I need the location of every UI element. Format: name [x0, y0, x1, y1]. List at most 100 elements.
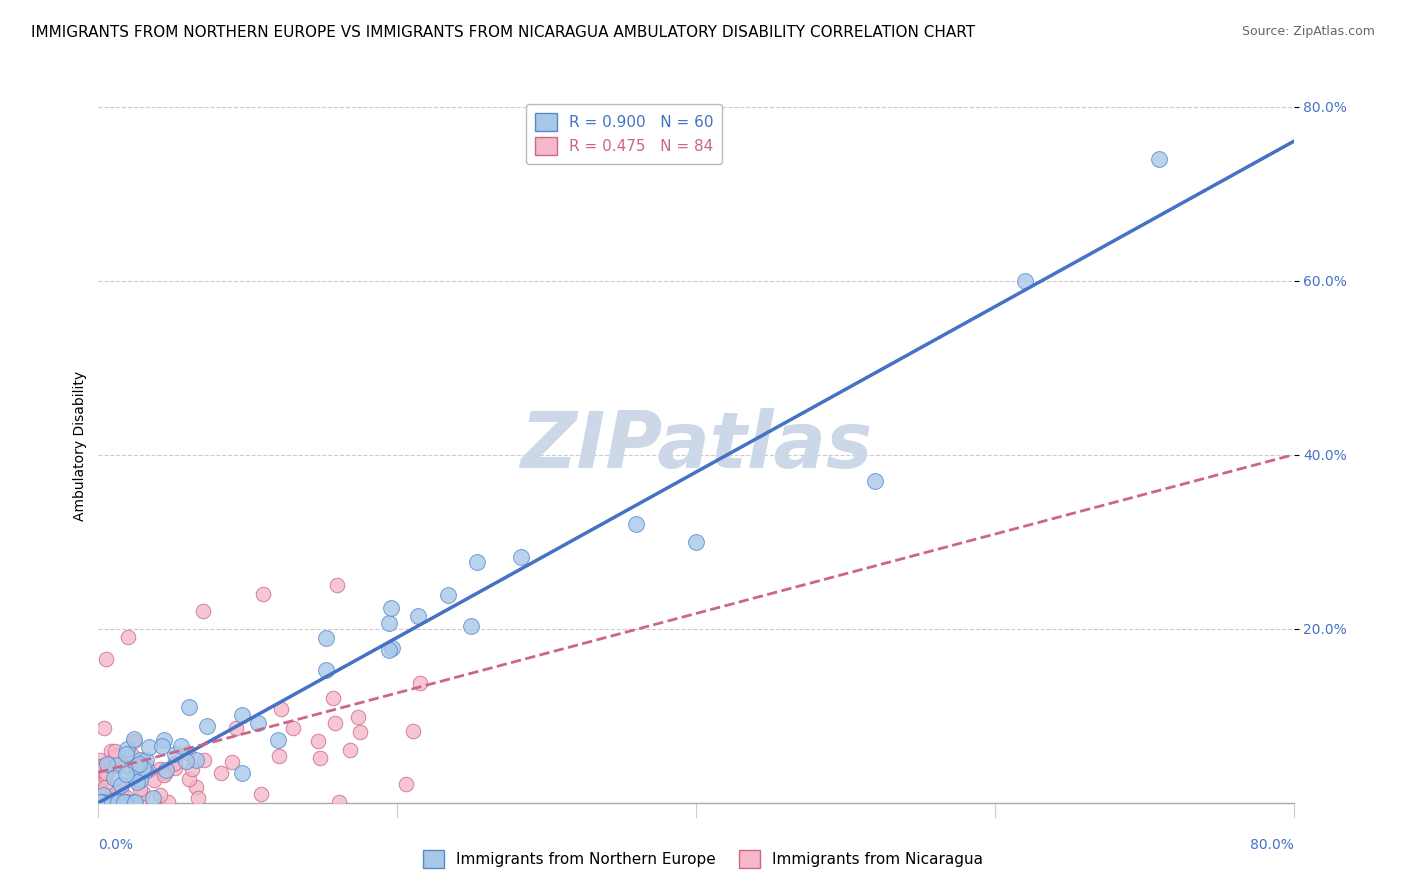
Legend: R = 0.900   N = 60, R = 0.475   N = 84: R = 0.900 N = 60, R = 0.475 N = 84	[526, 104, 723, 164]
Point	[89, 759, 111, 773]
Point	[1014, 274, 1036, 288]
Point	[149, 762, 172, 776]
Point	[163, 756, 186, 771]
Point	[307, 733, 329, 747]
Point	[138, 740, 160, 755]
Text: 80.0%: 80.0%	[1250, 838, 1294, 853]
Point	[378, 643, 401, 657]
Point	[127, 774, 149, 789]
Point	[323, 716, 346, 731]
Point	[96, 795, 118, 809]
Point	[100, 744, 122, 758]
Point	[104, 749, 127, 764]
Text: ZIPatlas: ZIPatlas	[520, 408, 872, 484]
Point	[174, 754, 197, 768]
Point	[104, 744, 127, 758]
Point	[91, 758, 114, 772]
Point	[96, 766, 118, 780]
Point	[184, 753, 207, 767]
Point	[381, 640, 404, 655]
Point	[93, 721, 115, 735]
Point	[128, 772, 150, 787]
Point	[110, 778, 132, 792]
Point	[250, 788, 273, 802]
Point	[121, 748, 143, 763]
Point	[114, 795, 136, 809]
Point	[339, 742, 361, 756]
Point	[181, 762, 204, 776]
Point	[128, 795, 150, 809]
Point	[437, 588, 460, 602]
Point	[149, 788, 172, 802]
Legend: Immigrants from Northern Europe, Immigrants from Nicaragua: Immigrants from Northern Europe, Immigra…	[415, 843, 991, 875]
Point	[96, 757, 118, 772]
Point	[93, 787, 115, 801]
Point	[115, 795, 138, 809]
Point	[135, 758, 157, 772]
Point	[408, 609, 430, 624]
Point	[315, 631, 337, 645]
Point	[142, 772, 165, 787]
Point	[157, 795, 180, 809]
Point	[395, 777, 418, 791]
Point	[191, 604, 214, 618]
Point	[108, 754, 131, 768]
Text: Source: ZipAtlas.com: Source: ZipAtlas.com	[1241, 25, 1375, 38]
Point	[153, 766, 176, 780]
Point	[460, 618, 482, 632]
Point	[626, 517, 648, 532]
Point	[91, 788, 114, 802]
Point	[129, 782, 152, 797]
Point	[96, 795, 118, 809]
Point	[315, 663, 337, 677]
Point	[90, 795, 112, 809]
Point	[685, 534, 707, 549]
Point	[266, 732, 288, 747]
Point	[101, 795, 124, 809]
Point	[153, 768, 176, 782]
Point	[89, 795, 111, 809]
Point	[110, 782, 132, 797]
Point	[114, 795, 136, 809]
Point	[170, 739, 193, 754]
Point	[104, 795, 127, 809]
Point	[134, 764, 156, 779]
Point	[107, 780, 129, 795]
Point	[101, 795, 124, 809]
Point	[221, 755, 243, 769]
Point	[322, 690, 344, 705]
Point	[231, 708, 253, 723]
Y-axis label: Ambulatory Disability: Ambulatory Disability	[73, 371, 87, 521]
Point	[401, 723, 423, 738]
Point	[117, 794, 139, 808]
Point	[135, 753, 157, 767]
Point	[155, 763, 177, 777]
Point	[1147, 152, 1170, 166]
Point	[103, 772, 125, 786]
Point	[108, 795, 131, 809]
Point	[89, 776, 111, 790]
Point	[209, 766, 232, 780]
Point	[89, 775, 111, 789]
Point	[129, 753, 152, 767]
Point	[90, 765, 112, 780]
Point	[89, 785, 111, 799]
Point	[115, 747, 138, 762]
Point	[269, 749, 291, 764]
Point	[281, 721, 304, 735]
Point	[349, 725, 371, 739]
Point	[177, 772, 200, 786]
Point	[115, 789, 138, 804]
Point	[136, 763, 159, 777]
Point	[193, 753, 215, 767]
Point	[91, 795, 114, 809]
Point	[195, 719, 218, 733]
Point	[326, 578, 349, 592]
Point	[865, 474, 887, 488]
Point	[347, 710, 370, 724]
Point	[91, 795, 114, 809]
Point	[105, 757, 128, 772]
Point	[122, 771, 145, 785]
Point	[91, 795, 114, 809]
Point	[252, 587, 274, 601]
